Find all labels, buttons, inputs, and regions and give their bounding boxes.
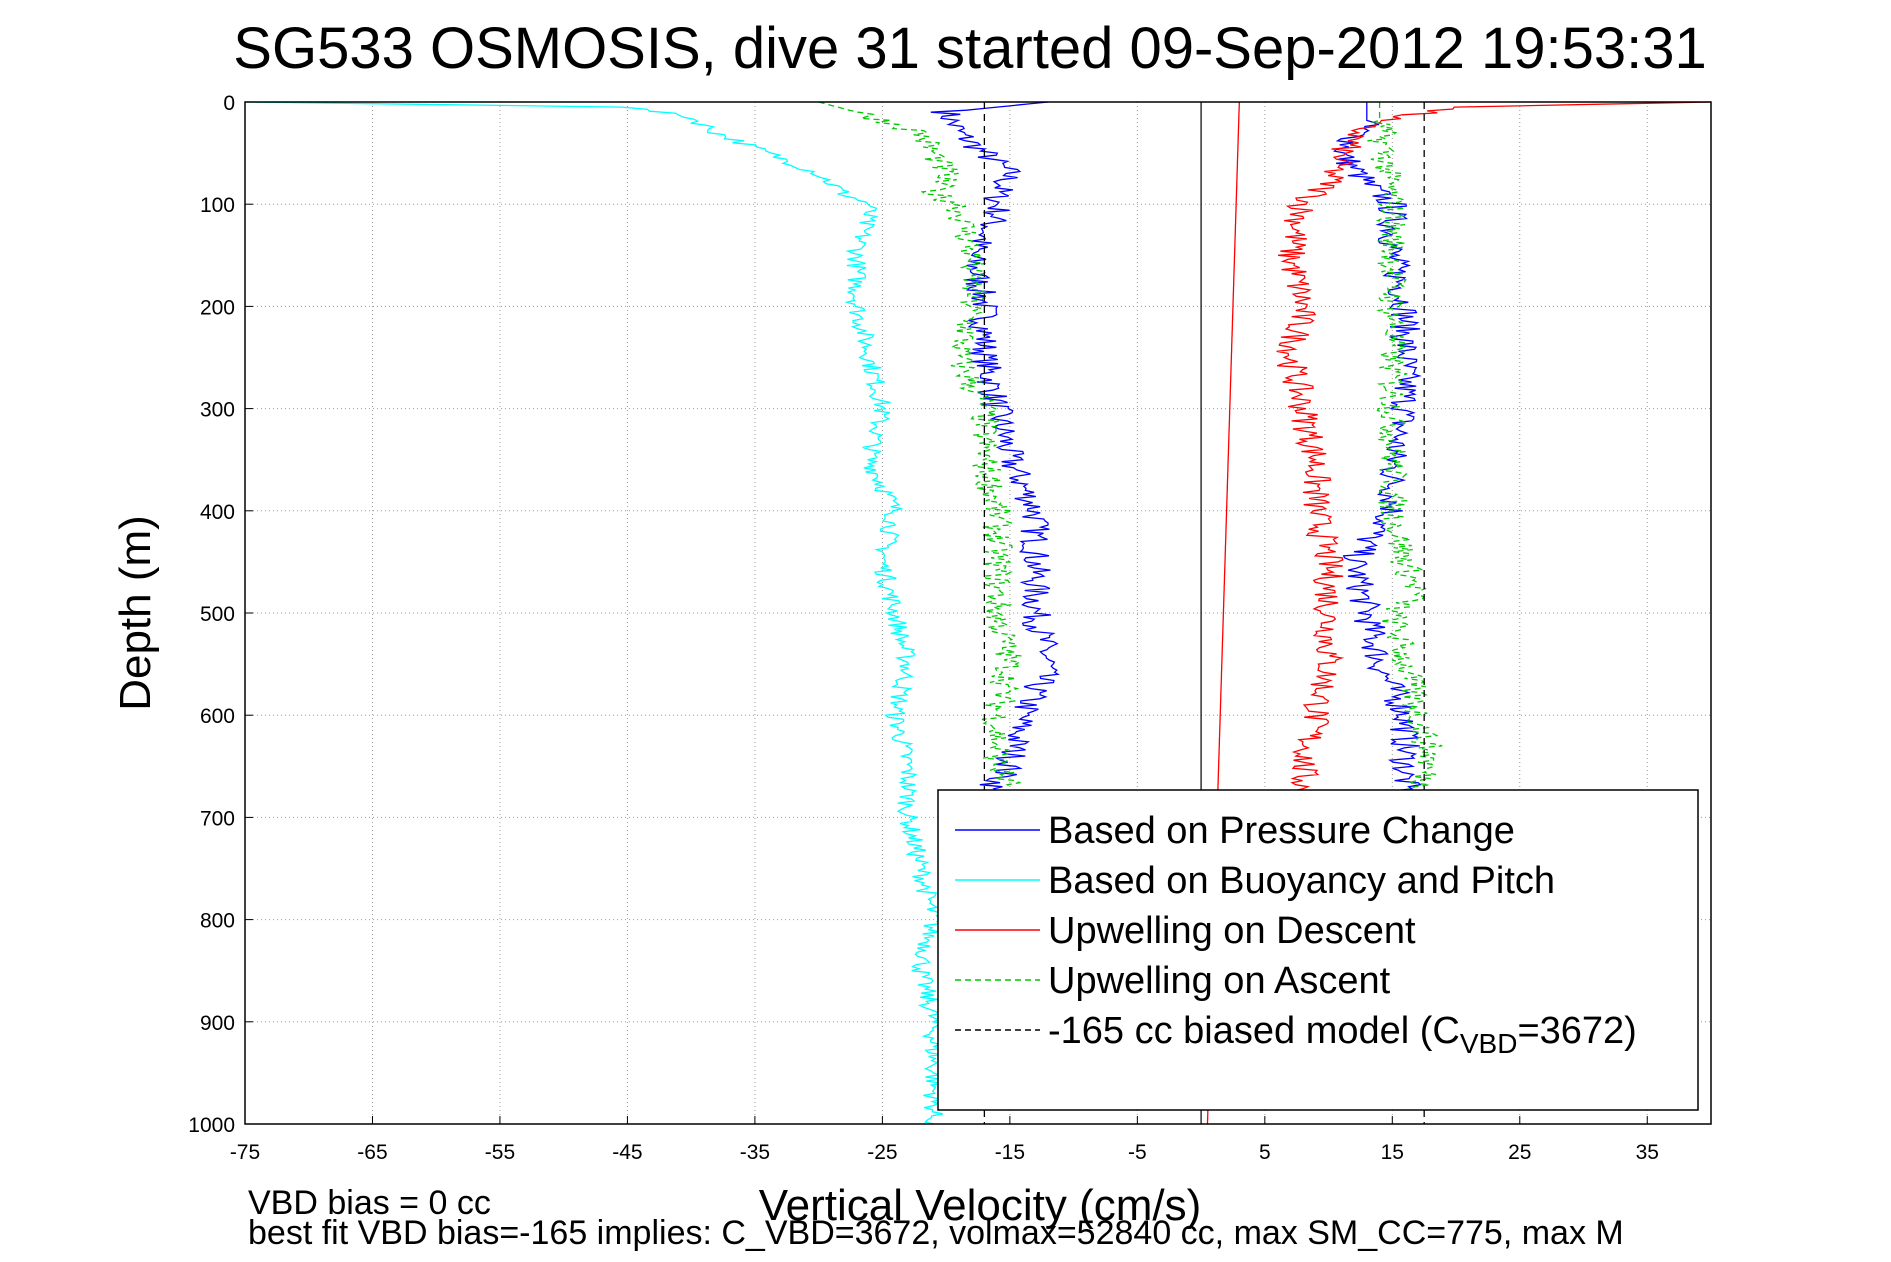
legend-subscript: VBD (1460, 1028, 1518, 1059)
legend-label: Based on Buoyancy and Pitch (1048, 860, 1555, 902)
x-tick-label: 5 (1259, 1141, 1271, 1164)
footer-line-1: VBD bias = 0 cc (248, 1184, 491, 1222)
series-line (930, 101, 1060, 798)
y-tick-label: 500 (200, 603, 235, 626)
plot-frame (244, 101, 1712, 1125)
chart-title: SG533 OSMOSIS, dive 31 started 09-Sep-20… (233, 16, 1706, 81)
y-tick-label: 200 (200, 296, 235, 319)
x-tick-label: -75 (230, 1141, 260, 1164)
legend-suffix: =3672) (1517, 1010, 1636, 1052)
x-tick-label: -5 (1128, 1141, 1147, 1164)
x-tick-label: -35 (740, 1141, 770, 1164)
legend: Based on Pressure Change Based on Buoyanc… (937, 789, 1699, 1111)
x-tick-label: 25 (1508, 1141, 1531, 1164)
x-tick-labels: -75 -65 -55 -45 -35 -25 -15 -5 5 15 25 35 (230, 1141, 1659, 1164)
series-line (244, 101, 946, 1125)
x-tick-label: -55 (485, 1141, 515, 1164)
y-tick-label: 800 (200, 910, 235, 933)
series-line (1367, 102, 1443, 798)
x-tick-label: -45 (612, 1141, 642, 1164)
y-axis-label: Depth (m) (111, 515, 160, 711)
y-tick-label: 700 (200, 807, 235, 830)
y-tick-label: 600 (200, 705, 235, 728)
series-line (1333, 102, 1422, 819)
legend-label: Upwelling on Ascent (1048, 960, 1391, 1002)
x-axis-label: Vertical Velocity (cm/s) (759, 1181, 1202, 1230)
series-line (1276, 101, 1712, 798)
legend-label: -165 cc biased model (CVBD=3672) (1048, 1010, 1637, 1059)
series-line (818, 101, 1022, 788)
y-tick-labels: 0 100 200 300 400 500 600 700 800 900 1000 (188, 92, 235, 1137)
x-tick-label: -25 (867, 1141, 897, 1164)
y-tick-label: 0 (223, 92, 235, 115)
y-tick-label: 100 (200, 194, 235, 217)
y-tick-label: 1000 (188, 1114, 235, 1137)
x-tick-label: -65 (357, 1141, 387, 1164)
y-tick-label: 300 (200, 399, 235, 422)
x-tick-label: -15 (995, 1141, 1025, 1164)
legend-label: Upwelling on Descent (1048, 910, 1416, 952)
x-tick-label: 35 (1636, 1141, 1659, 1164)
footer-line-2: best fit VBD bias=-165 implies: C_VBD=36… (248, 1214, 1624, 1252)
legend-label: Based on Pressure Change (1048, 810, 1515, 852)
y-tick-label: 900 (200, 1012, 235, 1035)
y-tick-label: 400 (200, 501, 235, 524)
legend-box (937, 789, 1699, 1111)
x-tick-label: 15 (1381, 1141, 1404, 1164)
